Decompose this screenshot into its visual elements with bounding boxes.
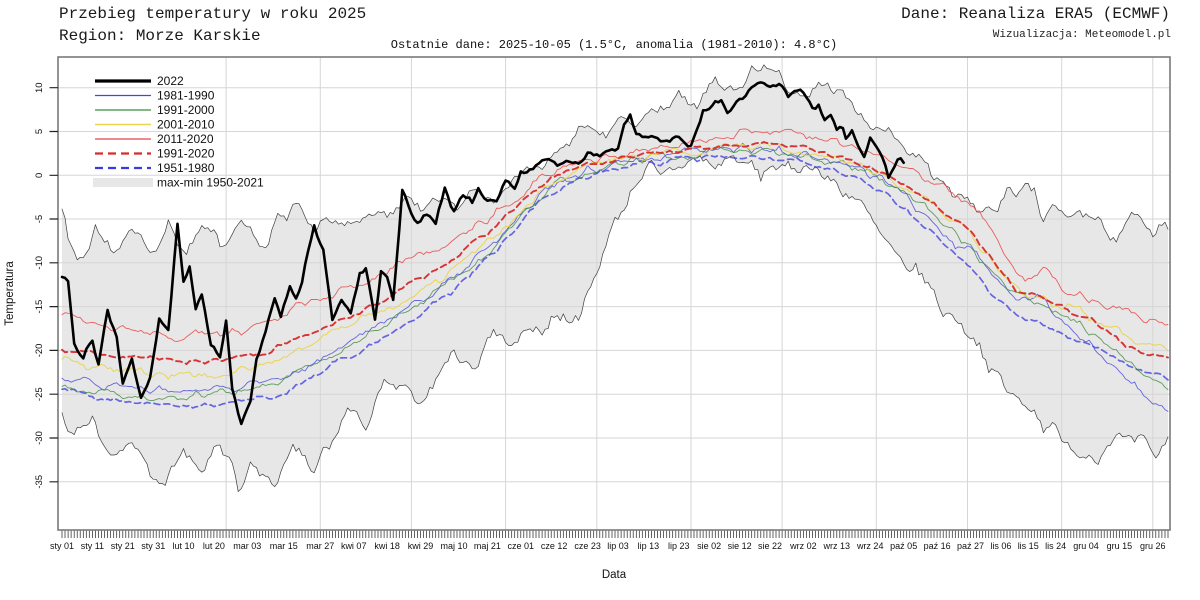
region-subtitle: Region: Morze Karskie [59,27,261,45]
svg-text:lip 23: lip 23 [668,541,690,551]
svg-text:wrz 02: wrz 02 [789,541,817,551]
legend-item-2001-2010: 2001-2010 [95,118,215,132]
svg-text:lut 20: lut 20 [203,541,225,551]
legend-label: 1991-2000 [157,103,215,117]
svg-text:mar 15: mar 15 [270,541,298,551]
svg-text:-5: -5 [34,215,45,223]
series-2011-2020 [61,128,1169,342]
series-1991-2020 [61,141,1169,366]
svg-text:lis 24: lis 24 [1045,541,1066,551]
legend-item-1951-1980: 1951-1980 [95,161,215,175]
svg-text:sie 12: sie 12 [728,541,752,551]
svg-text:sty 11: sty 11 [81,541,104,551]
legend-label: 1981-1990 [157,89,215,103]
page-title: Przebieg temperatury w roku 2025 [59,5,367,23]
series-2022 [60,81,905,426]
svg-text:-20: -20 [34,344,45,358]
series-1951-1980 [61,154,1169,409]
svg-text:paź 05: paź 05 [890,541,917,551]
series-min-1950-2021 [61,155,1169,492]
legend-item-1991-2020: 1991-2020 [95,147,215,161]
svg-text:sie 22: sie 22 [758,541,782,551]
legend-label: 1991-2020 [157,147,215,161]
legend-label: max-min 1950-2021 [157,176,264,190]
svg-text:5: 5 [34,129,45,134]
svg-text:lis 15: lis 15 [1018,541,1039,551]
svg-text:-10: -10 [34,256,45,270]
y-axis-ticks [49,87,58,483]
legend: 20221981-19901991-20002001-20102011-2020… [93,74,264,190]
svg-text:paź 27: paź 27 [957,541,984,551]
x-tick-labels: sty 01 sty 11 sty 21 sty 31 lut 10 lut 20 mar … [50,541,1166,551]
visualization-credit: Wizualizacja: Meteomodel.pl [992,29,1171,41]
svg-text:sty 31: sty 31 [141,541,165,551]
svg-text:gru 26: gru 26 [1140,541,1166,551]
y-tick-labels: 10 5 0 -5 -10 -15 -20 -25 -30 -35 [34,82,45,488]
svg-text:paź 16: paź 16 [924,541,951,551]
svg-text:lip 03: lip 03 [607,541,629,551]
x-axis-title: Data [602,569,627,581]
legend-label: 1951-1980 [157,161,215,175]
x-axis-ticks [61,530,1169,538]
svg-text:-35: -35 [34,475,45,489]
legend-item-2022: 2022 [95,74,184,88]
svg-text:kwi 18: kwi 18 [374,541,400,551]
svg-text:lis 06: lis 06 [990,541,1011,551]
svg-text:sty 01: sty 01 [50,541,74,551]
svg-text:gru 15: gru 15 [1107,541,1133,551]
legend-item-2011-2020: 2011-2020 [95,132,214,146]
svg-text:mar 27: mar 27 [306,541,334,551]
legend-label: 2011-2020 [157,132,214,146]
svg-text:sty 21: sty 21 [111,541,135,551]
svg-text:cze 23: cze 23 [574,541,601,551]
svg-text:cze 01: cze 01 [508,541,535,551]
series-max-1950-2021 [61,64,1169,261]
legend-item-1991-2000: 1991-2000 [95,103,215,117]
svg-text:gru 04: gru 04 [1073,541,1099,551]
plot-border [57,56,1171,531]
last-data-note: Ostatnie dane: 2025-10-05 (1.5°C, anomal… [390,38,838,52]
svg-text:sie 02: sie 02 [697,541,721,551]
series-2001-2010 [61,142,1169,380]
svg-text:-15: -15 [34,300,45,314]
legend-label: 2022 [157,74,184,88]
y-axis-title: Temperatura [4,261,16,326]
svg-text:10: 10 [34,82,45,93]
gridlines [58,57,1170,530]
svg-text:wrz 13: wrz 13 [823,541,851,551]
data-source-label: Dane: Reanaliza ERA5 (ECMWF) [901,5,1170,23]
svg-text:lip 13: lip 13 [638,541,660,551]
svg-text:cze 12: cze 12 [541,541,568,551]
legend-label: 2001-2010 [157,118,215,132]
svg-text:-25: -25 [34,387,45,401]
svg-text:lut 10: lut 10 [172,541,194,551]
legend-band-swatch [93,178,153,187]
legend-item-max-min-1950-2021: max-min 1950-2021 [93,176,264,190]
svg-text:maj 21: maj 21 [474,541,501,551]
svg-text:kwi 07: kwi 07 [341,541,367,551]
svg-text:-30: -30 [34,431,45,445]
svg-text:0: 0 [34,173,45,178]
svg-text:wrz 24: wrz 24 [856,541,884,551]
legend-item-1981-1990: 1981-1990 [95,89,215,103]
svg-text:kwi 29: kwi 29 [408,541,434,551]
svg-text:maj 10: maj 10 [440,541,467,551]
svg-text:mar 03: mar 03 [233,541,261,551]
